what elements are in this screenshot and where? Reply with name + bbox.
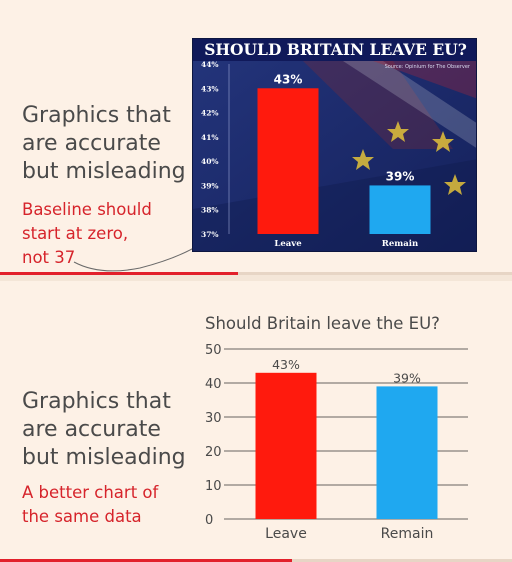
bar-leave	[257, 88, 319, 235]
eu-stars-decoration	[352, 121, 466, 195]
y-tick-label: 40%	[201, 157, 219, 166]
data-label: 39%	[393, 370, 421, 385]
x-tick-label: Remain	[381, 526, 434, 542]
slide-note: Baseline should start at zero, not 37	[22, 200, 152, 267]
data-label: 43%	[272, 357, 300, 372]
tabloid-chart-source: Source: Opinium for The Observer	[384, 64, 470, 70]
tabloid-chart-title: SHOULD BRITAIN LEAVE EU?	[193, 39, 476, 61]
y-tick-label: 30	[205, 411, 222, 426]
slide-separator	[0, 275, 512, 281]
chart-title: Should Britain leave the EU?	[205, 314, 440, 333]
slide-progress-fill	[0, 559, 292, 562]
y-tick-label: 42%	[201, 109, 219, 118]
slide-headline: Graphics that are accurate but misleadin…	[22, 389, 186, 470]
slide-progress-bar	[0, 559, 512, 562]
bar-remain	[369, 185, 431, 234]
data-label: 39%	[386, 169, 415, 183]
y-tick-label: 40	[205, 377, 222, 392]
y-tick-label: 50	[205, 343, 222, 358]
y-tick-label: 0	[205, 513, 213, 528]
y-tick-label: 38%	[201, 206, 219, 215]
tabloid-chart-plot: 37% 38% 39% 40% 41% 42% 43% 44% 43% Leave 39% Remai…	[201, 60, 431, 249]
y-tick-label: 41%	[201, 133, 219, 142]
slide-misleading: Graphics that are accurate but misleadin…	[0, 0, 512, 275]
y-tick-label: 20	[205, 445, 222, 460]
x-tick-label: Leave	[274, 239, 302, 249]
data-label: 43%	[274, 72, 303, 86]
tabloid-chart: SHOULD BRITAIN LEAVE EU? Source: Opinium…	[192, 38, 477, 252]
x-tick-label: Leave	[265, 526, 307, 542]
y-tick-label: 43%	[201, 84, 219, 93]
slide-progress-fill	[0, 272, 239, 275]
y-tick-label: 37%	[201, 230, 219, 239]
slide-note: A better chart of the same data	[22, 483, 159, 526]
bar-remain	[376, 386, 438, 519]
slide-progress-bar	[0, 272, 512, 275]
slide-headline: Graphics that are accurate but misleadin…	[22, 103, 186, 184]
y-tick-label: 10	[205, 479, 222, 494]
y-tick-label: 39%	[201, 181, 219, 190]
better-chart: Should Britain leave the EU? 0 10 20 30 40 50 4…	[205, 314, 468, 542]
x-tick-label: Remain	[382, 239, 418, 249]
bar-leave	[255, 372, 317, 519]
y-tick-label: 44%	[201, 60, 219, 69]
slide-better: Graphics that are accurate but misleadin…	[0, 281, 512, 562]
